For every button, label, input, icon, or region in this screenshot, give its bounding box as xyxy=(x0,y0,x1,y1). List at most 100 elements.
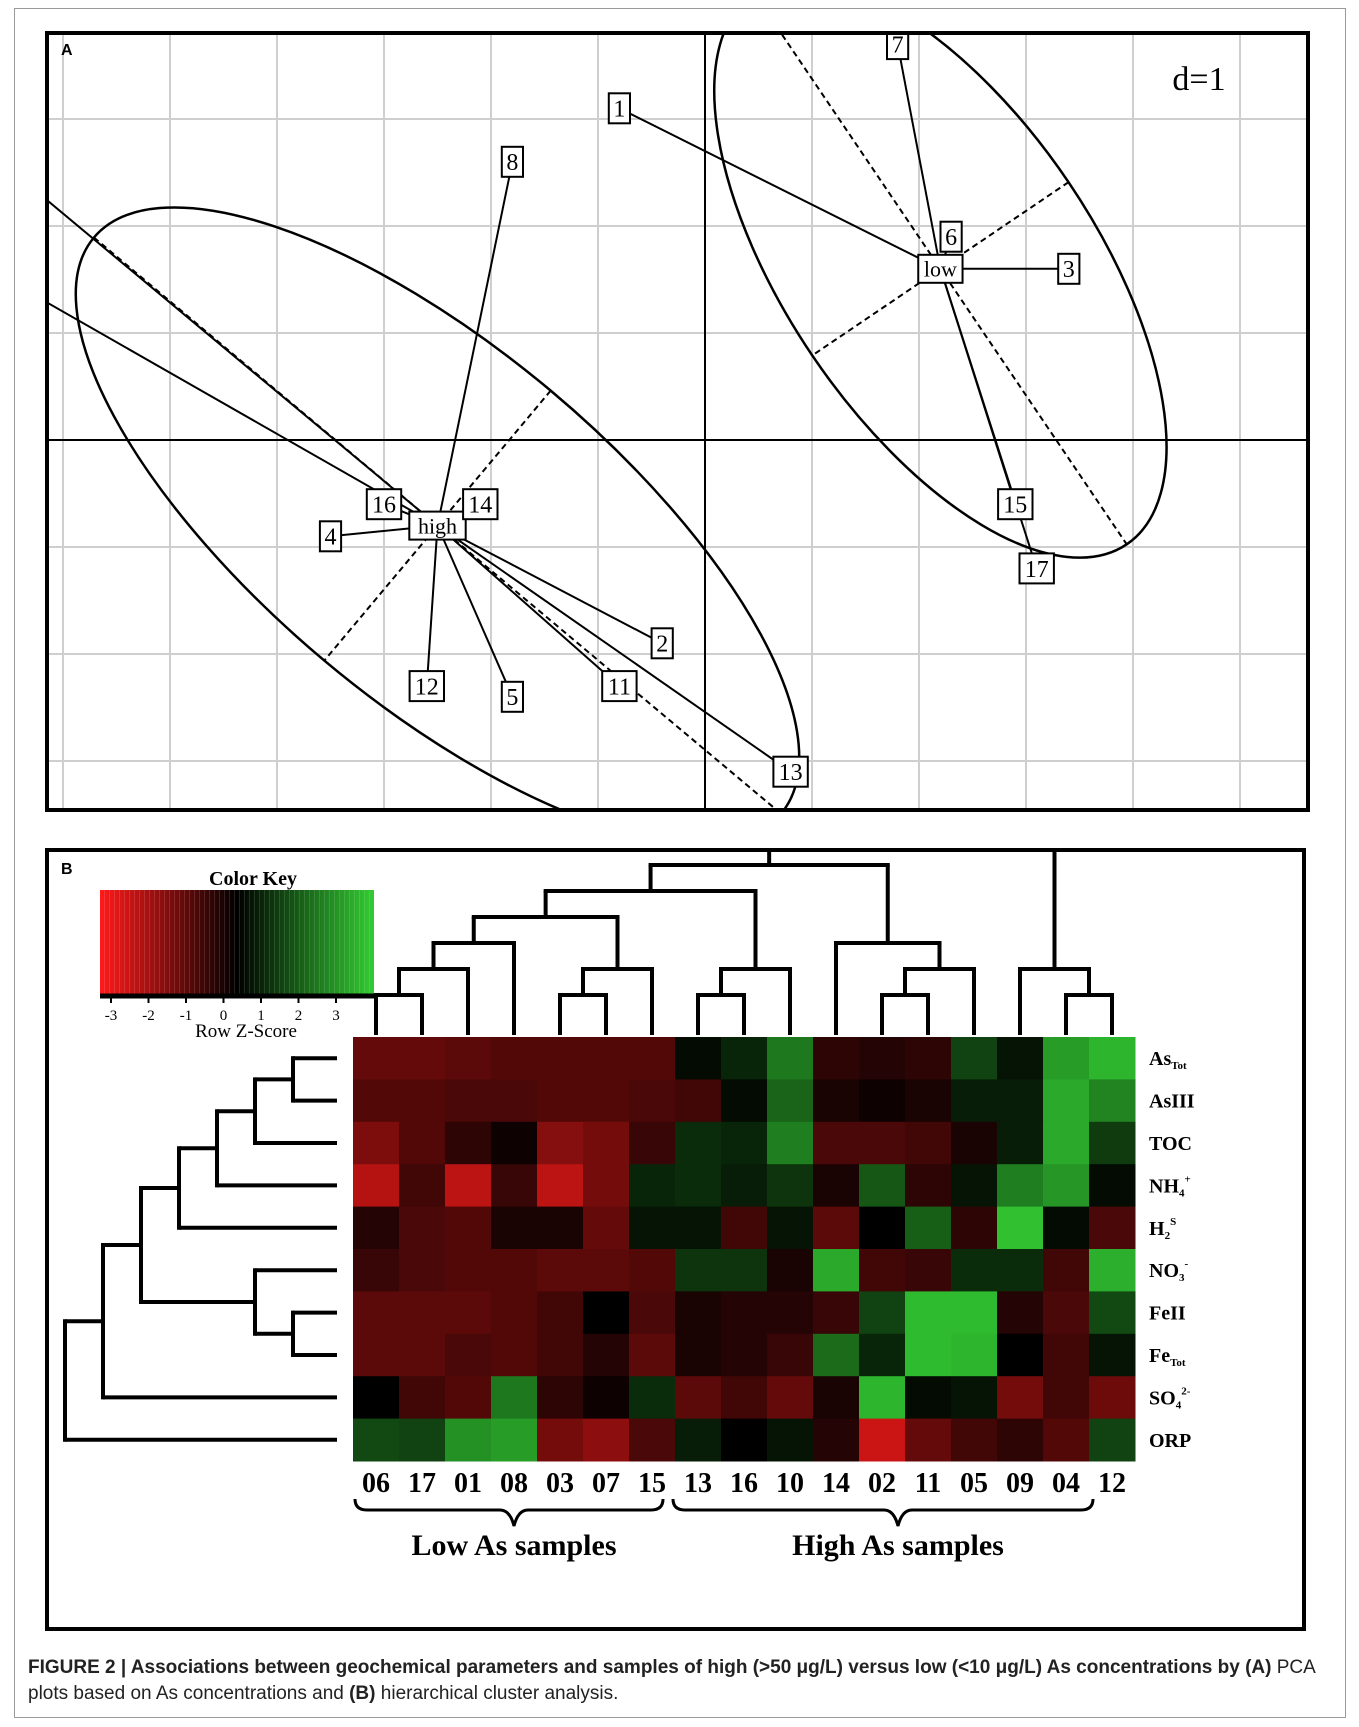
heatmap-cell xyxy=(537,1164,584,1208)
star-line xyxy=(436,524,621,687)
figure-frame xyxy=(14,8,1346,1718)
heatmap-cell xyxy=(399,1291,446,1335)
point-label-box xyxy=(939,220,963,253)
row-label-main: As xyxy=(1149,1048,1171,1070)
heatmap-cell xyxy=(721,1249,768,1292)
heatmap-cell xyxy=(997,1376,1044,1420)
heatmap-cell xyxy=(997,1418,1044,1462)
heatmap-cell xyxy=(721,1418,768,1462)
color-key-ticks: -3 -2 -1 0 1 2 3 xyxy=(105,996,340,1024)
heatmap-cell xyxy=(445,1333,492,1377)
heatmap-cell xyxy=(1043,1418,1090,1462)
heatmap-cell xyxy=(629,1121,676,1165)
point-label: 1 xyxy=(613,97,625,123)
heatmap-cell xyxy=(537,1291,584,1335)
heatmap-cell xyxy=(537,1037,584,1080)
heatmap-cell xyxy=(905,1249,952,1292)
row-label: NH4+ xyxy=(1149,1173,1191,1199)
heatmap-cell xyxy=(721,1291,768,1335)
column-label: 02 xyxy=(868,1468,896,1499)
row-label-sub: 4 xyxy=(1179,1187,1185,1199)
point-label: 3 xyxy=(1063,257,1075,283)
heatmap-cell xyxy=(583,1333,630,1377)
point-label: 6 xyxy=(945,225,957,251)
heatmap-cell xyxy=(399,1037,446,1080)
star-line xyxy=(436,161,514,526)
column-label: 01 xyxy=(454,1468,482,1499)
heatmap-cell xyxy=(445,1164,492,1208)
panel-a-label: A xyxy=(61,42,73,59)
heatmap-cell xyxy=(1043,1206,1090,1250)
heatmap-cell xyxy=(399,1376,446,1420)
heatmap-cell xyxy=(491,1037,538,1080)
heatmap-cell xyxy=(629,1249,676,1292)
centroid-label-high-box xyxy=(408,510,467,541)
heatmap-cell xyxy=(813,1376,860,1420)
heatmap-cell xyxy=(353,1418,400,1462)
column-dendrogram xyxy=(374,852,1114,1035)
heatmap-cell xyxy=(353,1121,400,1165)
point-label: 12 xyxy=(415,675,439,701)
column-label: 11 xyxy=(915,1468,941,1499)
heatmap-cell xyxy=(1043,1291,1090,1335)
point-label-box xyxy=(365,488,403,521)
minor-axis-high xyxy=(323,389,552,662)
row-label-main: NH xyxy=(1149,1175,1179,1197)
heatmap-cell xyxy=(767,1121,814,1165)
heatmap-cell xyxy=(1089,1291,1136,1335)
key-tick-label: 0 xyxy=(220,1008,228,1024)
pca-ellipses xyxy=(74,35,1168,808)
heatmap-cell xyxy=(859,1037,906,1080)
heatmap-cell xyxy=(445,1206,492,1250)
heatmap-cell xyxy=(859,1418,906,1462)
heatmap-cell xyxy=(629,1376,676,1420)
row-labels: AsTotAsIIITOCNH4+H2SNO3-FeIIFeTotSO42-OR… xyxy=(1149,1048,1195,1452)
heatmap-cell xyxy=(951,1376,998,1420)
heatmap-cell xyxy=(583,1121,630,1165)
point-label: 5 xyxy=(506,685,518,711)
point-label-box xyxy=(500,145,524,178)
heatmap-cell xyxy=(997,1291,1044,1335)
heatmap-cell xyxy=(859,1249,906,1292)
point-label: 15 xyxy=(1003,493,1027,519)
row-label: NO3- xyxy=(1149,1258,1189,1284)
heatmap-cell xyxy=(537,1418,584,1462)
high-group-brace xyxy=(671,1498,1095,1527)
heatmap-cell xyxy=(583,1291,630,1335)
heatmap-cell xyxy=(583,1418,630,1462)
heatmap-cell xyxy=(675,1249,722,1292)
row-label-main: FeII xyxy=(1149,1303,1186,1325)
heatmap-cell xyxy=(859,1206,906,1250)
low-group-brace xyxy=(353,1498,665,1527)
heatmap-cell xyxy=(767,1079,814,1123)
heatmap-cell xyxy=(399,1249,446,1292)
column-label: 05 xyxy=(960,1468,988,1499)
heatmap-cell xyxy=(537,1206,584,1250)
star-line xyxy=(939,268,1038,569)
heatmap-cell xyxy=(859,1291,906,1335)
row-label-main: TOC xyxy=(1149,1133,1192,1155)
point-label: 17 xyxy=(1025,557,1049,583)
heatmap-cell xyxy=(905,1164,952,1208)
heatmap-cell xyxy=(813,1249,860,1292)
heatmap-cell xyxy=(1089,1249,1136,1292)
group-braces: Low As samples High As samples xyxy=(353,1498,1095,1562)
heatmap-cell xyxy=(997,1121,1044,1165)
heatmap-cell xyxy=(399,1333,446,1377)
row-label-sup: - xyxy=(1185,1258,1189,1270)
heatmap-cell xyxy=(721,1079,768,1123)
heatmap-cell xyxy=(353,1333,400,1377)
color-key-title: Color Key xyxy=(209,868,297,890)
heatmap-cell xyxy=(445,1249,492,1292)
heatmap-cell xyxy=(675,1376,722,1420)
panel-a-pca-plot: highlow1234567891011121314151617 A d=1 xyxy=(45,31,1310,812)
heatmap-cell xyxy=(675,1206,722,1250)
heatmap-cell xyxy=(675,1037,722,1080)
heatmap-cell xyxy=(859,1164,906,1208)
heatmap-cell xyxy=(951,1037,998,1080)
heatmap-cell xyxy=(721,1376,768,1420)
heatmap-cell xyxy=(675,1164,722,1208)
centroid-label-high: high xyxy=(418,513,457,538)
heatmap-cell xyxy=(813,1291,860,1335)
heatmap-cell xyxy=(491,1206,538,1250)
